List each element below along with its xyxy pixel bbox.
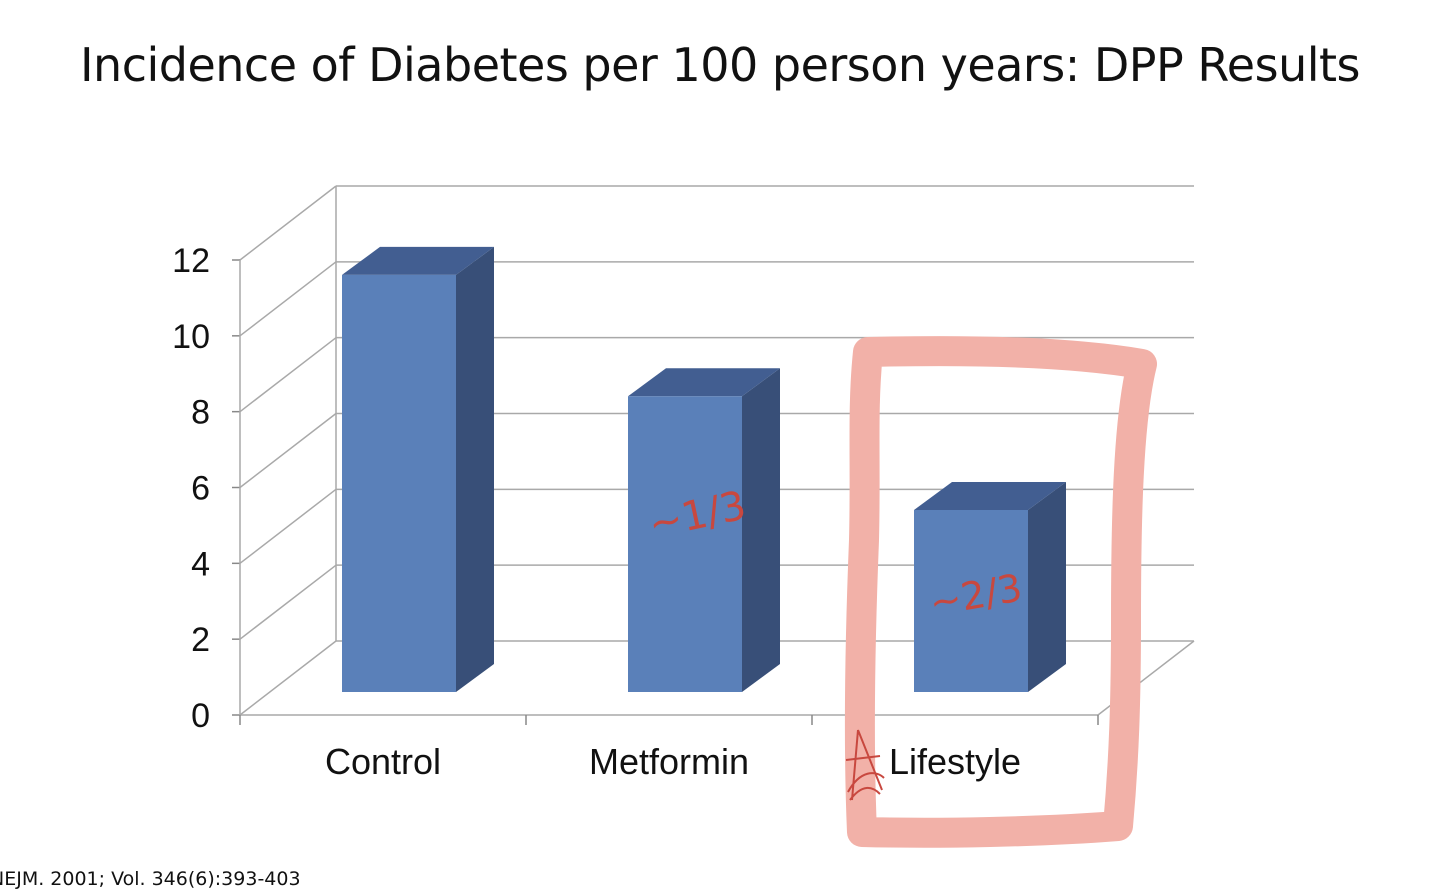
y-tick-label: 8 xyxy=(191,394,210,432)
y-axis: 0 2 4 6 8 10 12 xyxy=(172,242,241,735)
gridline-side xyxy=(239,261,337,337)
bar-side xyxy=(456,246,494,692)
x-tick-label: Control xyxy=(325,741,441,782)
y-tick-label: 6 xyxy=(191,470,210,508)
y-tick-label: 12 xyxy=(172,242,210,280)
bar-control xyxy=(342,246,494,692)
gridline-side xyxy=(239,412,337,489)
y-tick-label: 10 xyxy=(172,318,210,356)
citation: NEJM. 2001; Vol. 346(6):393-403 xyxy=(0,868,301,890)
bar-front xyxy=(342,274,456,692)
x-tick-label: Metformin xyxy=(589,741,749,782)
bar-lifestyle xyxy=(914,482,1066,692)
slide-title: Incidence of Diabetes per 100 person yea… xyxy=(79,38,1361,92)
x-tick-label: Lifestyle xyxy=(889,741,1021,782)
bar-series xyxy=(342,246,1066,692)
y-tick-label: 2 xyxy=(191,621,210,659)
gridline-side xyxy=(239,640,337,716)
gridline-side xyxy=(239,185,337,261)
bar-top xyxy=(342,246,494,275)
bar-top xyxy=(628,368,780,397)
scribble-mark xyxy=(845,729,885,801)
gridline-side xyxy=(239,564,337,640)
highlight-box-annotation xyxy=(844,336,1157,848)
bar-top xyxy=(914,482,1066,510)
bar-side xyxy=(742,368,780,692)
bar-front xyxy=(628,396,742,692)
y-tick-label: 4 xyxy=(191,545,210,583)
bar-front xyxy=(914,510,1028,692)
bar-side xyxy=(1028,482,1066,692)
y-tick-label: 0 xyxy=(191,697,210,735)
gridline-side xyxy=(239,337,337,413)
x-axis: Control Metformin Lifestyle xyxy=(239,640,1195,782)
gridline-side xyxy=(239,488,337,564)
bar-metformin xyxy=(628,368,780,692)
